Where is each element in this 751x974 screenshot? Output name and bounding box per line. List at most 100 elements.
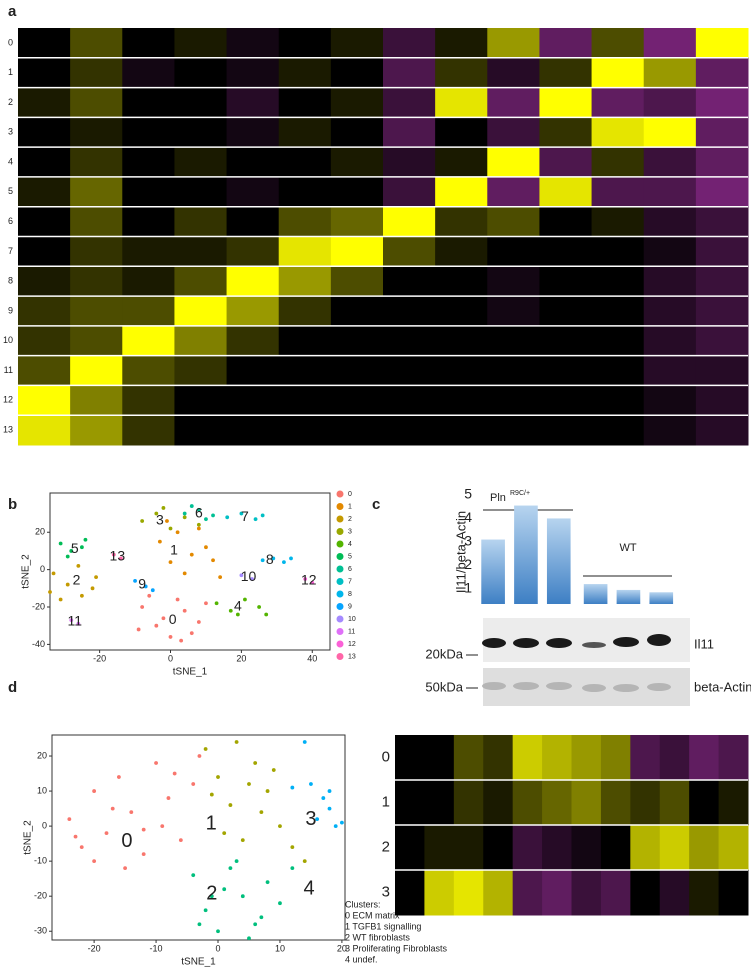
legend-swatch: [336, 628, 344, 635]
heatmap-cell: [591, 266, 645, 297]
point: [250, 577, 254, 581]
heatmap-cell: [542, 825, 572, 871]
point: [204, 545, 208, 550]
point: [104, 831, 109, 836]
heatmap-cell: [453, 735, 484, 781]
heatmap-cell: [487, 28, 540, 59]
heatmap-cell: [174, 176, 228, 208]
heatmap-cell: [487, 296, 540, 327]
heatmap-cell: [600, 825, 631, 871]
row-label: 0: [382, 748, 390, 765]
heatmap-cell: [70, 87, 123, 118]
row-label: 8: [8, 276, 13, 286]
point: [196, 522, 201, 527]
heatmap-cell: [453, 825, 484, 871]
heatmap-cell: [278, 176, 332, 208]
heatmap-cell: [689, 780, 720, 826]
heatmap-cell: [483, 735, 514, 781]
heatmap-cell: [600, 735, 631, 781]
heatmap-cell: [70, 415, 123, 446]
heatmap-cell: [424, 780, 455, 826]
row-label: 1: [8, 67, 13, 77]
legend-label: 10: [348, 616, 356, 623]
point: [51, 571, 56, 576]
heatmap-cell: [643, 355, 697, 386]
legend-label: 3: [348, 528, 352, 535]
cluster-label: 8: [266, 551, 274, 567]
point: [160, 824, 165, 829]
heatmap-cell: [591, 385, 645, 416]
heatmap-cell: [643, 176, 697, 208]
heatmap-cell: [659, 825, 690, 871]
heatmap-cell: [571, 870, 602, 916]
point: [191, 873, 196, 878]
heatmap-cell: [591, 325, 645, 357]
point: [253, 922, 258, 927]
heatmap-cell: [174, 325, 228, 357]
cluster-note: 0 ECM matrix: [345, 910, 400, 920]
point: [327, 806, 332, 811]
point: [247, 782, 251, 786]
heatmap-cell: [435, 325, 488, 357]
legend-swatch: [336, 515, 344, 523]
heatmap-cell: [630, 780, 661, 826]
point: [271, 768, 276, 772]
point: [161, 616, 166, 621]
heatmap-cell: [695, 57, 749, 89]
heatmap-cell: [278, 266, 332, 297]
point: [76, 621, 81, 626]
bar: [481, 539, 505, 604]
heatmap-cell: [435, 176, 488, 208]
point: [182, 511, 187, 516]
cluster-label: 6: [195, 504, 203, 520]
heatmap-cell: [122, 206, 175, 237]
point: [216, 775, 220, 779]
row-label: 5: [8, 186, 13, 196]
heatmap-cell: [512, 825, 543, 871]
heatmap-cell: [542, 780, 572, 826]
heatmap-cell: [122, 266, 175, 297]
heatmap-cell: [643, 57, 697, 89]
heatmap-cell: [539, 87, 593, 118]
heatmap-cell: [539, 325, 593, 357]
point: [182, 571, 187, 576]
heatmap-cell: [695, 296, 749, 327]
heatmap-cell: [695, 206, 749, 237]
y-tick-label: -10: [34, 856, 47, 866]
point: [253, 761, 258, 765]
heatmap-cell: [591, 236, 645, 267]
row-label: 4: [8, 156, 13, 166]
point: [83, 537, 88, 542]
heatmap-cell: [330, 147, 384, 178]
heatmap-cell: [483, 780, 514, 826]
point: [140, 519, 145, 523]
legend-swatch: [336, 603, 344, 610]
heatmap-cell: [174, 355, 228, 386]
heatmap-cell: [424, 825, 455, 871]
point: [58, 541, 63, 546]
bar: [546, 518, 571, 604]
heatmap-cell: [689, 870, 720, 916]
heatmap-cell: [453, 870, 484, 916]
x-tick-label: 0: [216, 943, 221, 953]
heatmap-cell: [591, 206, 645, 237]
point: [259, 810, 264, 814]
blot-actin-bands: [482, 682, 671, 692]
heatmap-cell: [643, 296, 697, 327]
heatmap-cell: [718, 870, 749, 916]
heatmap-cell: [383, 355, 436, 386]
point: [79, 845, 84, 850]
cluster-label: 4: [304, 877, 315, 899]
heatmap-cell: [70, 57, 123, 89]
heatmap-cell: [643, 385, 697, 416]
cluster-label: 5: [71, 540, 79, 556]
point: [48, 590, 52, 594]
heatmap-cell: [18, 385, 71, 416]
heatmap-cell: [174, 117, 228, 148]
point: [289, 556, 293, 561]
y-tick-label: 1: [464, 579, 472, 595]
point: [302, 859, 307, 864]
cluster-label: 10: [241, 568, 257, 584]
heatmap-cell: [539, 355, 593, 386]
point: [191, 782, 196, 786]
